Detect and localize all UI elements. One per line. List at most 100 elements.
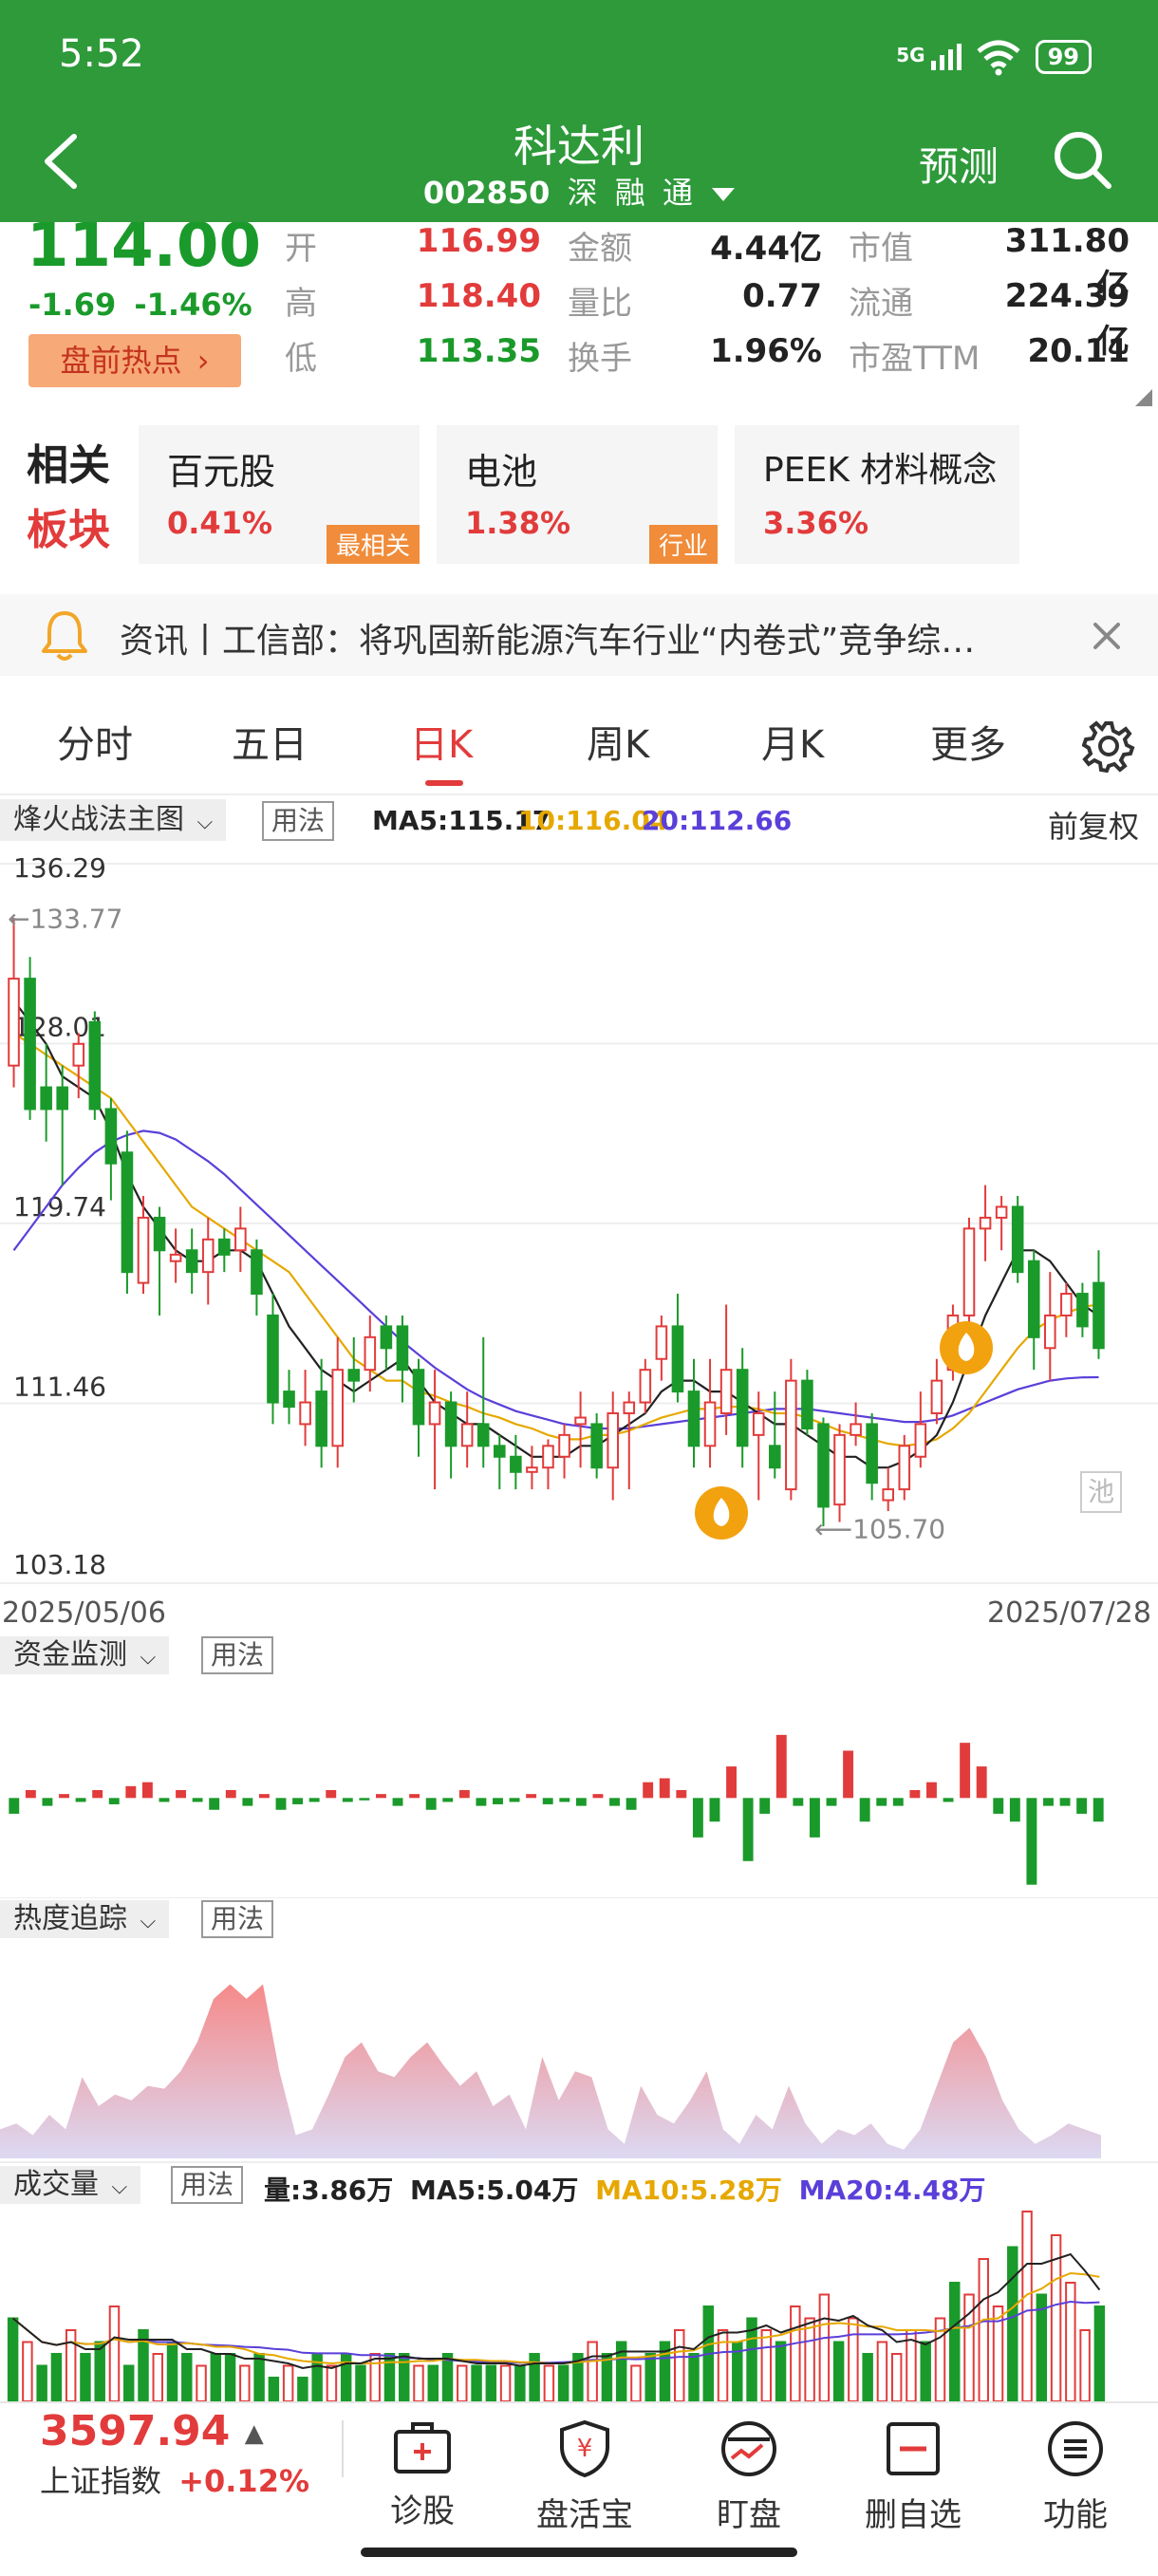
low-mark: ⟵105.70 [814, 1513, 945, 1544]
stock-code-line[interactable]: 002850 深 融 通 [0, 169, 1158, 213]
chevron-down-icon: ⌵ [196, 811, 214, 834]
tab-intraday[interactable]: 分时 [57, 723, 133, 767]
volume-select[interactable]: 成交量 ⌵ [0, 2166, 141, 2204]
quote-label: 市值 [849, 230, 913, 268]
candle-body [1011, 1205, 1024, 1274]
candle-body [801, 1379, 813, 1429]
volume-bar [399, 2353, 410, 2401]
candle-body [882, 1488, 894, 1502]
quote-label: 低 [285, 340, 317, 378]
candle-body [736, 1369, 749, 1447]
battery-icon: 99 [1035, 40, 1092, 74]
nav-label: 诊股 [390, 2492, 455, 2530]
tab-weekly-k[interactable]: 周K [587, 723, 650, 767]
settings-gear-icon[interactable] [1082, 719, 1135, 773]
index-line: 上证指数 +0.12% [40, 2457, 325, 2501]
flame-badge-icon [940, 1321, 993, 1374]
candle-body [719, 1369, 733, 1414]
search-icon[interactable] [1052, 129, 1114, 192]
fund-bar [275, 1798, 287, 1810]
candle [428, 1370, 441, 1490]
volume-bar [572, 2353, 584, 2401]
nav-label: 盘活宝 [536, 2496, 633, 2534]
indicator-select[interactable]: 烽火战法主图 ⌵ [0, 799, 227, 841]
fund-bar [392, 1798, 403, 1806]
fund-bar [692, 1798, 703, 1838]
pool-tag[interactable]: 池 [1080, 1471, 1122, 1513]
fund-monitor-select[interactable]: 资金监测 ⌵ [0, 1636, 170, 1674]
fund-bar [176, 1790, 186, 1799]
candle [72, 1033, 85, 1099]
y-tick-label: 136.29 [13, 852, 106, 884]
nav-functions[interactable]: 功能 [1004, 2418, 1147, 2535]
candle-body [251, 1249, 263, 1296]
candle-body [655, 1325, 668, 1360]
volume-bar [138, 2329, 149, 2401]
fund-bar [1093, 1798, 1104, 1822]
fund-monitor-title: 资金监测 [13, 1638, 127, 1671]
hot-topics-button[interactable]: 盘前热点 › [28, 334, 241, 387]
candle-body [979, 1216, 992, 1230]
menu-circle-icon [1048, 2421, 1103, 2476]
expand-corner-icon[interactable] [1135, 389, 1152, 406]
candle [590, 1412, 603, 1479]
news-text: 资讯丨工信部：将巩固新能源汽车行业“内卷式”竞争综… [120, 622, 976, 661]
candle-body [558, 1433, 570, 1458]
candle-body [898, 1445, 911, 1491]
tag-shen: 深 [567, 175, 598, 211]
candle [1093, 1250, 1105, 1359]
volume-bar [181, 2353, 193, 2401]
usage-button[interactable]: 用法 [201, 1636, 274, 1674]
fund-bar [75, 1798, 86, 1802]
forecast-button[interactable]: 预测 [919, 143, 999, 190]
candlestick-chart[interactable]: 136.29128.01119.74111.46103.18←133.77⟵10… [0, 845, 1158, 1595]
tab-five-day[interactable]: 五日 [232, 723, 308, 767]
fund-bar [108, 1798, 120, 1804]
fund-bar [359, 1798, 370, 1801]
index-widget[interactable]: 3597.94 ▲ 上证指数 +0.12% [40, 2407, 325, 2511]
candle [850, 1402, 862, 1447]
back-icon[interactable] [38, 133, 85, 190]
news-banner[interactable]: 资讯丨工信部：将巩固新能源汽车行业“内卷式”竞争综… [0, 594, 1158, 676]
fund-bar [960, 1743, 971, 1799]
volume-bar [674, 2329, 685, 2401]
close-icon[interactable] [1092, 621, 1122, 651]
candle-body [444, 1401, 458, 1447]
fund-bar [409, 1794, 420, 1799]
nav-panhuobao[interactable]: ¥ 盘活宝 [514, 2418, 656, 2535]
sector-card-hundred-yuan[interactable]: 百元股 0.41% 最相关 [139, 425, 420, 564]
volume-bar [529, 2353, 540, 2401]
ma20-legend: 20:112.66 [642, 805, 793, 836]
candle [914, 1391, 927, 1468]
adjust-toggle[interactable]: 前复权 [1048, 809, 1140, 845]
tab-daily-k[interactable]: 日K [410, 723, 474, 767]
usage-button[interactable]: 用法 [171, 2166, 244, 2204]
candle-body [785, 1379, 797, 1491]
usage-button[interactable]: 用法 [201, 1900, 274, 1938]
volume-bar [630, 2364, 642, 2401]
heat-tracking-select[interactable]: 热度追踪 ⌵ [0, 1900, 170, 1938]
quote-value: 1.96% [710, 332, 822, 370]
nav-remove-watchlist[interactable]: 删自选 [842, 2418, 984, 2535]
fund-bar [575, 1798, 587, 1806]
usage-button[interactable]: 用法 [262, 801, 335, 841]
volume-bar [543, 2364, 555, 2401]
tab-monthly-k[interactable]: 月K [761, 723, 825, 767]
tag-tong: 通 [662, 175, 693, 211]
change-value: -1.69 [28, 287, 117, 323]
status-time: 5:52 [59, 32, 144, 76]
fund-bar [926, 1782, 937, 1799]
quote-label: 量比 [568, 285, 632, 323]
volume-value: 量:3.86万 [264, 2175, 394, 2206]
sector-card-peek[interactable]: PEEK 材料概念 3.36% [735, 425, 1019, 564]
volume-bar [601, 2353, 613, 2401]
flame-shape [958, 1333, 975, 1361]
fund-bar [59, 1794, 69, 1799]
nav-diagnose[interactable]: 诊股 [351, 2418, 494, 2531]
tab-more[interactable]: 更多 [930, 723, 1006, 767]
nav-watch[interactable]: 盯盘 [678, 2418, 820, 2535]
sector-card-battery[interactable]: 电池 1.38% 行业 [437, 425, 718, 564]
candle [218, 1228, 231, 1273]
candle-body [267, 1314, 279, 1404]
candle [785, 1358, 797, 1501]
